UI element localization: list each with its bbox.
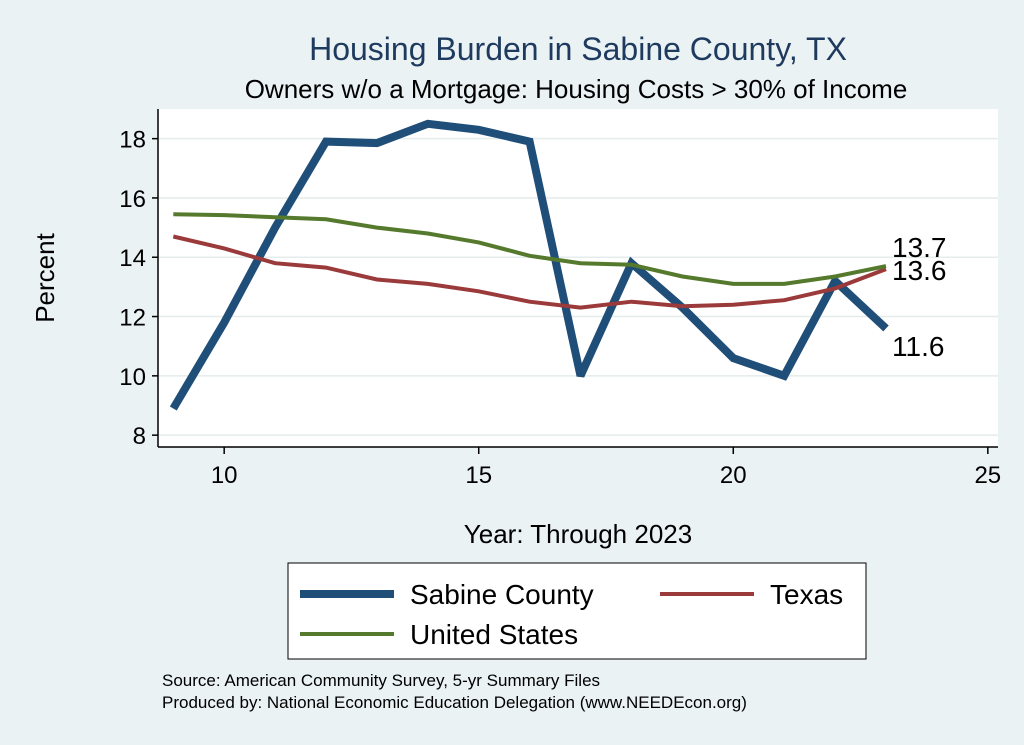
y-axis-label: Percent [30, 232, 60, 322]
chart-subtitle: Owners w/o a Mortgage: Housing Costs > 3… [245, 74, 908, 104]
y-tick-label-16: 16 [119, 186, 146, 213]
y-tick-label-14: 14 [119, 245, 146, 272]
y-tick-label-18: 18 [119, 127, 146, 154]
legend-label-united-states: United States [410, 619, 578, 650]
x-tick-label-25: 25 [974, 462, 1001, 489]
series-line-sabine-county [169, 119, 889, 411]
y-tick-label-10: 10 [119, 364, 146, 391]
x-axis-label: Year: Through 2023 [464, 519, 692, 549]
series-lines [169, 119, 889, 411]
source-line: Source: American Community Survey, 5-yr … [162, 671, 600, 690]
series-line-united-states [173, 212, 887, 286]
end-labels: 11.6 13.613.7 [892, 232, 947, 362]
legend [287, 562, 867, 660]
y-tick-label-12: 12 [119, 305, 146, 332]
legend-items: Sabine County Texas United States [300, 579, 843, 650]
end-label-texas: 13.6 [892, 255, 947, 286]
legend-label-texas: Texas [770, 579, 843, 610]
plot-area [158, 109, 998, 447]
produced-by-line: Produced by: National Economic Education… [162, 693, 747, 712]
series-line-texas [172, 234, 887, 310]
x-tick-label-20: 20 [720, 462, 747, 489]
x-tick-label-15: 15 [465, 462, 492, 489]
legend-label-sabine-county: Sabine County [410, 579, 594, 610]
grid-lines [158, 137, 998, 436]
y-tick-label-8: 8 [133, 423, 146, 450]
axes: 8 10 12 14 16 18 10 15 20 25 [119, 109, 1001, 489]
x-tick-label-10: 10 [211, 462, 238, 489]
chart-title: Housing Burden in Sabine County, TX [309, 31, 847, 67]
end-label-united-states: 13.7 [892, 232, 947, 263]
end-label-sabine-county: 11.6 [892, 331, 944, 362]
